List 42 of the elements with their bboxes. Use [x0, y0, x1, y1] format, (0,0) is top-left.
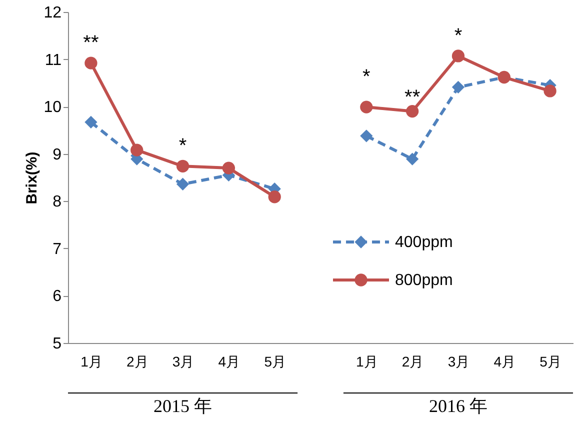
point [130, 144, 144, 156]
point [452, 50, 465, 62]
point [176, 178, 190, 190]
point [544, 84, 556, 98]
y-tick-label: 6 [52, 288, 62, 306]
legend-label: 400ppm [395, 234, 453, 251]
x-tick-label: 1月 [356, 354, 378, 370]
annotation: * [178, 135, 187, 158]
y-tick-label: 11 [44, 52, 62, 69]
text: 2015 年 [154, 396, 212, 416]
x-tick-label: 2月 [126, 354, 148, 370]
point [452, 80, 465, 94]
x-tick-label: 3月 [172, 354, 194, 370]
point [360, 130, 373, 142]
y-axis-title: Brix(%) [24, 152, 41, 204]
point [406, 152, 419, 166]
x-tick-label: 4月 [494, 354, 516, 370]
x-tick-label: 4月 [218, 354, 240, 370]
y-tick-label: 5 [52, 336, 62, 352]
annotation: * [454, 24, 462, 47]
x-tick-label: 5月 [264, 354, 286, 370]
annotation: * [362, 66, 371, 88]
point [268, 190, 281, 204]
y-tick-label: 7 [52, 240, 62, 258]
text: 2016 年 [428, 396, 488, 416]
point [84, 56, 98, 70]
x-tick-label: 1月 [80, 354, 102, 370]
x-tick-label: 3月 [448, 354, 470, 370]
annotation: ** [404, 86, 420, 108]
point [176, 160, 190, 172]
point [84, 116, 98, 128]
y-tick-label: 9 [52, 146, 62, 164]
point [360, 100, 373, 114]
x-tick-label: 2月 [402, 354, 424, 370]
point [406, 104, 419, 118]
x-tick-label: 5月 [540, 354, 562, 370]
annotation: ** [83, 32, 99, 54]
y-tick-label: 8 [52, 194, 62, 211]
legend-label: 800ppm [395, 272, 453, 289]
y-tick-label: 12 [44, 4, 62, 22]
y-tick-label: 10 [44, 99, 62, 116]
point [222, 162, 236, 174]
